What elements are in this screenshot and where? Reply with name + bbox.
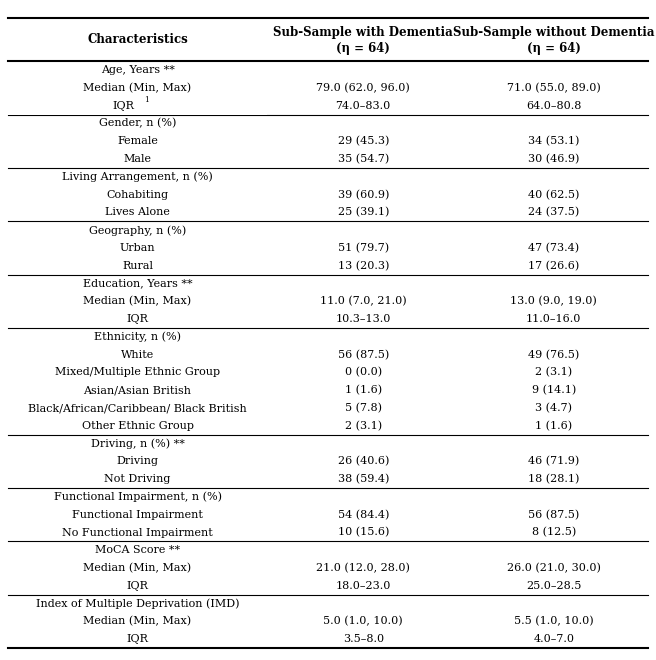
- Text: 54 (84.4): 54 (84.4): [338, 510, 389, 520]
- Text: Driving: Driving: [117, 457, 159, 467]
- Text: IQR: IQR: [127, 634, 148, 644]
- Text: Other Ethnic Group: Other Ethnic Group: [81, 421, 194, 431]
- Text: White: White: [121, 350, 154, 360]
- Text: 13.0 (9.0, 19.0): 13.0 (9.0, 19.0): [510, 296, 597, 306]
- Text: 26.0 (21.0, 30.0): 26.0 (21.0, 30.0): [506, 563, 601, 574]
- Text: 21.0 (12.0, 28.0): 21.0 (12.0, 28.0): [316, 563, 410, 574]
- Text: No Functional Impairment: No Functional Impairment: [62, 527, 213, 537]
- Text: 46 (71.9): 46 (71.9): [528, 456, 579, 467]
- Text: 26 (40.6): 26 (40.6): [338, 456, 389, 467]
- Text: IQR: IQR: [112, 101, 134, 111]
- Text: 5.0 (1.0, 10.0): 5.0 (1.0, 10.0): [323, 616, 403, 626]
- Text: 1: 1: [144, 96, 148, 104]
- Text: Geography, n (%): Geography, n (%): [89, 225, 186, 236]
- Text: 24 (37.5): 24 (37.5): [528, 207, 579, 218]
- Text: 11.0 (7.0, 21.0): 11.0 (7.0, 21.0): [320, 296, 407, 306]
- Text: 47 (73.4): 47 (73.4): [528, 243, 579, 253]
- Text: 74.0–83.0: 74.0–83.0: [336, 101, 391, 111]
- Text: 2 (3.1): 2 (3.1): [344, 420, 382, 431]
- Text: 25 (39.1): 25 (39.1): [338, 207, 389, 218]
- Text: 56 (87.5): 56 (87.5): [528, 510, 579, 520]
- Text: Characteristics: Characteristics: [87, 34, 188, 46]
- Text: 35 (54.7): 35 (54.7): [338, 154, 389, 164]
- Text: Functional Impairment: Functional Impairment: [72, 510, 203, 520]
- Text: 64.0–80.8: 64.0–80.8: [526, 101, 581, 111]
- Text: Cohabiting: Cohabiting: [106, 189, 169, 200]
- Text: Black/African/Caribbean/ Black British: Black/African/Caribbean/ Black British: [28, 403, 247, 413]
- Text: 11.0–16.0: 11.0–16.0: [526, 314, 581, 324]
- Text: 9 (14.1): 9 (14.1): [531, 385, 576, 395]
- Text: 3 (4.7): 3 (4.7): [535, 403, 572, 413]
- Text: Gender, n (%): Gender, n (%): [99, 118, 176, 129]
- Text: 79.0 (62.0, 96.0): 79.0 (62.0, 96.0): [316, 82, 410, 93]
- Text: Urban: Urban: [119, 243, 155, 253]
- Text: 51 (79.7): 51 (79.7): [338, 243, 389, 253]
- Text: Median (Min, Max): Median (Min, Max): [83, 296, 192, 306]
- Text: 13 (20.3): 13 (20.3): [338, 261, 389, 271]
- Text: 18 (28.1): 18 (28.1): [528, 474, 579, 484]
- Text: 29 (45.3): 29 (45.3): [338, 136, 389, 147]
- Text: IQR: IQR: [127, 314, 148, 324]
- Text: Asian/Asian British: Asian/Asian British: [83, 385, 192, 395]
- Text: 10 (15.6): 10 (15.6): [338, 527, 389, 538]
- Text: 17 (26.6): 17 (26.6): [528, 261, 579, 271]
- Text: 1 (1.6): 1 (1.6): [344, 385, 382, 395]
- Text: Median (Min, Max): Median (Min, Max): [83, 82, 192, 93]
- Text: Sub-Sample with Dementia: Sub-Sample with Dementia: [274, 26, 453, 39]
- Text: Age, Years **: Age, Years **: [100, 65, 174, 75]
- Text: 10.3–13.0: 10.3–13.0: [335, 314, 391, 324]
- Text: IQR: IQR: [127, 581, 148, 591]
- Text: 25.0–28.5: 25.0–28.5: [526, 581, 581, 591]
- Text: 8 (12.5): 8 (12.5): [531, 527, 576, 538]
- Text: Functional Impairment, n (%): Functional Impairment, n (%): [54, 492, 222, 502]
- Text: Male: Male: [123, 154, 152, 164]
- Text: 18.0–23.0: 18.0–23.0: [335, 581, 391, 591]
- Text: Female: Female: [117, 137, 158, 147]
- Text: Median (Min, Max): Median (Min, Max): [83, 563, 192, 574]
- Text: 5.5 (1.0, 10.0): 5.5 (1.0, 10.0): [514, 616, 594, 626]
- Text: MoCA Score **: MoCA Score **: [95, 545, 180, 555]
- Text: 49 (76.5): 49 (76.5): [528, 350, 579, 360]
- Text: Driving, n (%) **: Driving, n (%) **: [91, 438, 184, 449]
- Text: 30 (46.9): 30 (46.9): [528, 154, 579, 164]
- Text: 40 (62.5): 40 (62.5): [528, 189, 579, 200]
- Text: Median (Min, Max): Median (Min, Max): [83, 616, 192, 626]
- Text: (η = 64): (η = 64): [337, 42, 390, 55]
- Text: 0 (0.0): 0 (0.0): [344, 368, 382, 378]
- Text: Ethnicity, n (%): Ethnicity, n (%): [94, 331, 181, 342]
- Text: Rural: Rural: [122, 261, 153, 271]
- Text: 38 (59.4): 38 (59.4): [338, 474, 389, 484]
- Text: 56 (87.5): 56 (87.5): [338, 350, 389, 360]
- Text: 2 (3.1): 2 (3.1): [535, 368, 572, 378]
- Text: 39 (60.9): 39 (60.9): [338, 189, 389, 200]
- Text: 4.0–7.0: 4.0–7.0: [533, 634, 574, 644]
- Text: Index of Multiple Deprivation (IMD): Index of Multiple Deprivation (IMD): [36, 599, 239, 609]
- Text: Living Arrangement, n (%): Living Arrangement, n (%): [62, 172, 213, 182]
- Text: 34 (53.1): 34 (53.1): [528, 136, 579, 147]
- Text: 3.5–8.0: 3.5–8.0: [342, 634, 384, 644]
- Text: 1 (1.6): 1 (1.6): [535, 420, 572, 431]
- Text: (η = 64): (η = 64): [527, 42, 581, 55]
- Text: Lives Alone: Lives Alone: [105, 207, 170, 217]
- Text: Mixed/Multiple Ethnic Group: Mixed/Multiple Ethnic Group: [55, 368, 220, 378]
- Text: 5 (7.8): 5 (7.8): [344, 403, 382, 413]
- Text: 71.0 (55.0, 89.0): 71.0 (55.0, 89.0): [507, 82, 600, 93]
- Text: IQR 1: IQR 1: [121, 101, 154, 111]
- Text: Education, Years **: Education, Years **: [83, 279, 192, 288]
- Bar: [8, 97, 267, 115]
- Text: Not Driving: Not Driving: [104, 474, 171, 484]
- Text: Sub-Sample without Dementia: Sub-Sample without Dementia: [453, 26, 655, 39]
